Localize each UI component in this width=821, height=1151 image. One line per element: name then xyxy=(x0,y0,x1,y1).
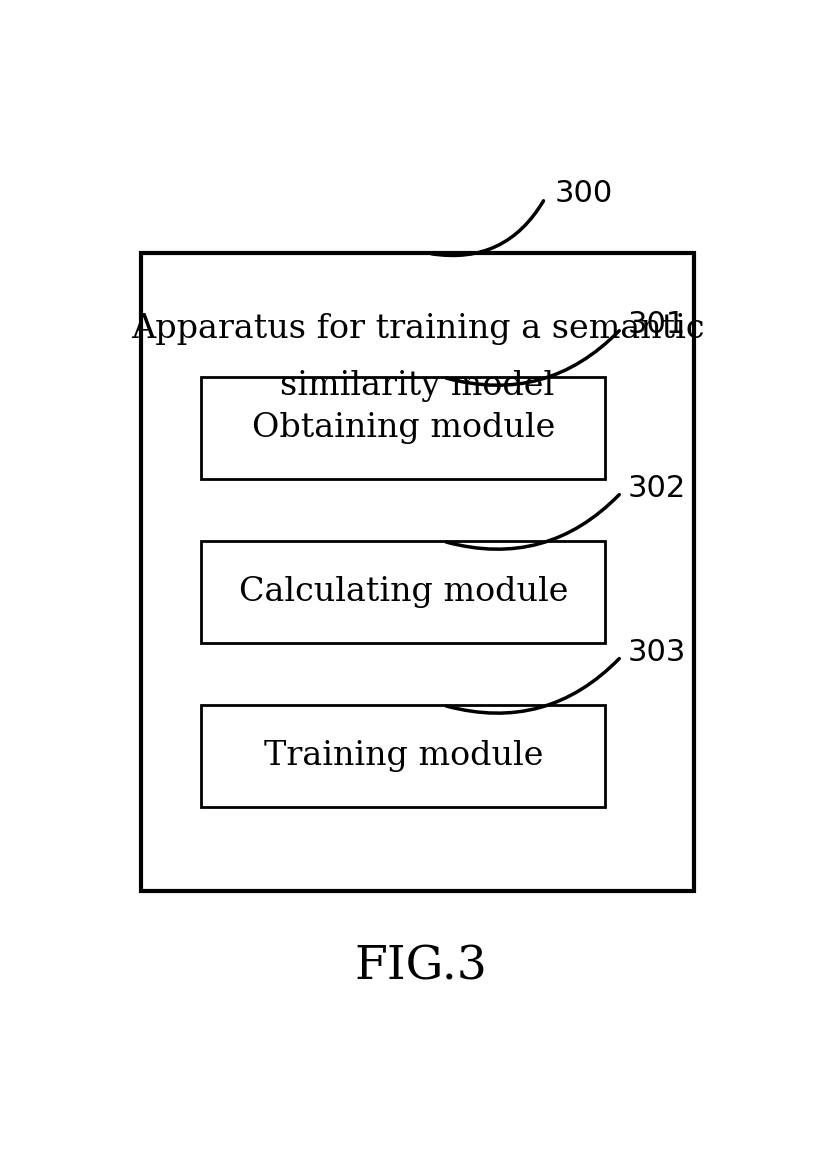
Text: Training module: Training module xyxy=(264,740,543,772)
Text: 300: 300 xyxy=(554,180,612,208)
Text: Calculating module: Calculating module xyxy=(239,577,568,609)
Bar xyxy=(141,253,695,892)
Bar xyxy=(201,706,605,807)
Text: Obtaining module: Obtaining module xyxy=(251,412,555,444)
Text: 302: 302 xyxy=(627,474,686,503)
Text: 303: 303 xyxy=(627,638,686,666)
Text: Apparatus for training a semantic: Apparatus for training a semantic xyxy=(131,313,704,344)
Text: FIG.3: FIG.3 xyxy=(355,944,487,990)
Text: similarity model: similarity model xyxy=(281,371,555,403)
Bar xyxy=(201,378,605,479)
Text: 301: 301 xyxy=(627,310,686,338)
Bar xyxy=(201,541,605,643)
